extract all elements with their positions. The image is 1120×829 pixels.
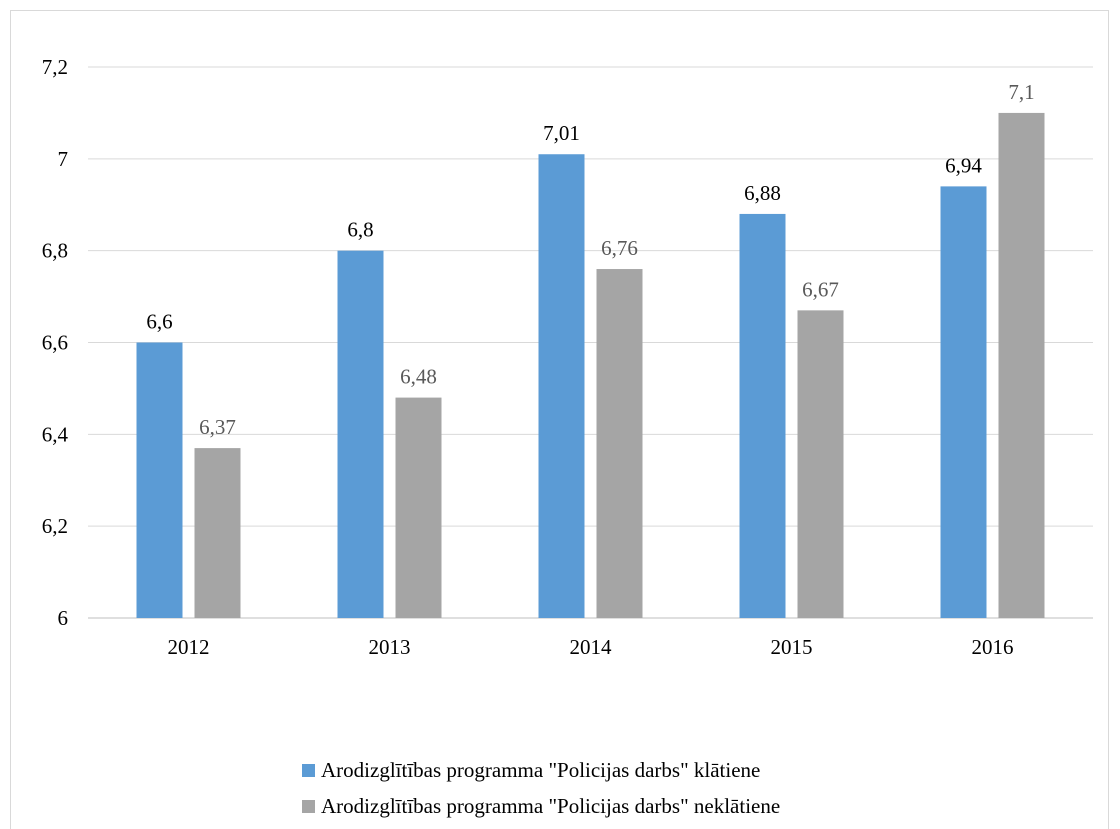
legend-swatch-neklatiene <box>302 799 315 813</box>
bar-klatiene-2013 <box>337 250 384 618</box>
data-label: 7,1 <box>1008 80 1034 104</box>
data-label: 7,01 <box>543 121 580 145</box>
gridlines <box>88 66 1093 619</box>
bar-neklatiene-2014 <box>596 269 643 618</box>
bar-neklatiene-2012 <box>194 448 241 618</box>
legend-item-neklatiene: Arodizglītības programma "Policijas darb… <box>302 788 780 824</box>
y-tick-label: 6,8 <box>42 239 68 263</box>
data-label: 6,48 <box>400 365 437 389</box>
x-tick-label: 2012 <box>168 635 210 659</box>
bar-neklatiene-2013 <box>395 397 442 618</box>
data-label: 6,8 <box>347 218 373 242</box>
x-tick-label: 2014 <box>570 635 613 659</box>
x-tick-label: 2015 <box>771 635 813 659</box>
y-tick-label: 7,2 <box>42 55 68 79</box>
data-label: 6,6 <box>146 310 172 334</box>
legend-label-neklatiene: Arodizglītības programma "Policijas darb… <box>321 793 781 818</box>
bar-neklatiene-2015 <box>797 310 844 618</box>
y-tick-label: 6,2 <box>42 514 68 538</box>
bar-neklatiene-2016 <box>998 112 1045 619</box>
data-label: 6,37 <box>199 415 236 439</box>
x-tick-label: 2013 <box>369 635 411 659</box>
bar-klatiene-2012 <box>136 342 183 618</box>
data-labels: 6,6 6,37 6,8 6,48 7,01 6,76 6,88 6,67 6,94 7,1 <box>146 80 1034 439</box>
legend: Arodizglītības programma "Policijas darb… <box>302 752 780 824</box>
legend-item-klatiene: Arodizglītības programma "Policijas darb… <box>302 752 780 788</box>
data-label: 6,88 <box>744 181 781 205</box>
x-tick-label: 2016 <box>972 635 1014 659</box>
data-label: 6,76 <box>601 236 638 260</box>
legend-label-klatiene: Arodizglītības programma "Policijas darb… <box>321 757 761 782</box>
y-tick-label: 6,4 <box>42 422 69 446</box>
bar-klatiene-2015 <box>739 213 786 618</box>
bars <box>136 112 1045 619</box>
data-label: 6,67 <box>802 277 839 301</box>
bar-klatiene-2014 <box>538 154 585 618</box>
chart-frame <box>10 10 1109 829</box>
y-tick-label: 7 <box>58 147 69 171</box>
y-tick-label: 6,6 <box>42 331 68 355</box>
x-axis-ticks: 2012 2013 2014 2015 2016 <box>168 635 1014 659</box>
y-tick-label: 6 <box>58 606 69 630</box>
bar-klatiene-2016 <box>940 186 987 618</box>
legend-swatch-klatiene <box>302 763 315 777</box>
y-axis-ticks: 6 6,2 6,4 6,6 6,8 7 7,2 <box>42 55 69 630</box>
data-label: 6,94 <box>945 153 982 177</box>
